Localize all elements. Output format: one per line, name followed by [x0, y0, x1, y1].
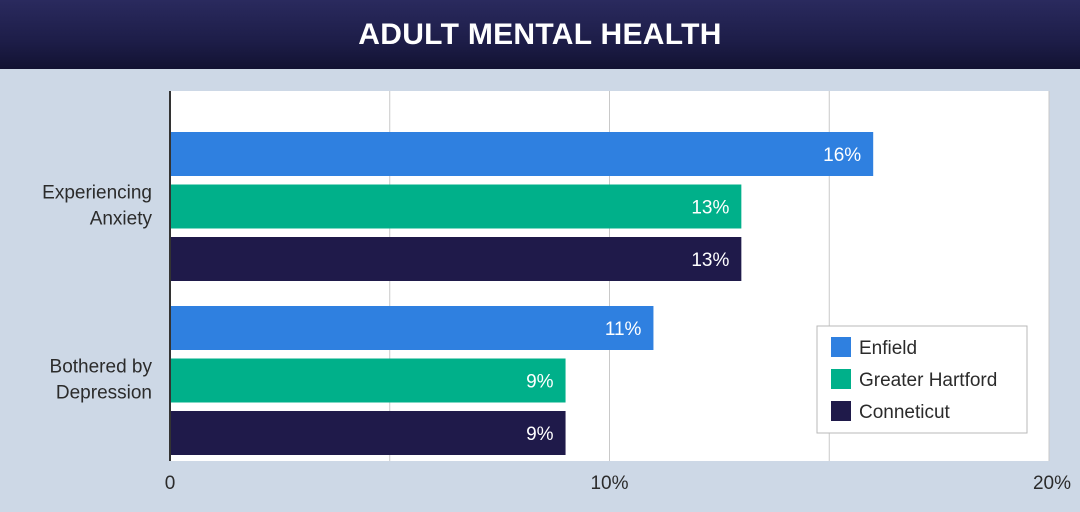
bar — [171, 411, 566, 455]
legend-swatch — [831, 401, 851, 421]
legend-swatch — [831, 369, 851, 389]
bar — [171, 306, 654, 350]
category-label: Experiencing Anxiety — [42, 183, 152, 230]
tick-label: 10% — [590, 473, 628, 494]
chart-title: ADULT MENTAL HEALTH — [358, 17, 722, 51]
x-axis-ticks: 0 10% 20% — [165, 473, 1071, 494]
data-label: 13% — [691, 198, 729, 219]
data-label: 11% — [605, 319, 642, 340]
bar — [171, 132, 874, 176]
category-labels: Experiencing Anxiety Bothered by Depression — [42, 183, 152, 404]
data-label: 16% — [823, 145, 861, 166]
data-label: 9% — [526, 372, 554, 393]
legend-swatch — [831, 337, 851, 357]
legend-label: Conneticut — [859, 402, 951, 423]
chart: 16% 13% 13% 11% 9% 9% Experiencing Anxiety Both… — [42, 91, 1071, 494]
data-label: 9% — [526, 424, 554, 445]
bar — [171, 358, 566, 403]
legend-box — [816, 325, 1028, 434]
legend-label: Greater Hartford — [859, 370, 997, 391]
title-bar: ADULT MENTAL HEALTH — [0, 0, 1080, 69]
bar — [171, 184, 742, 229]
legend: Enfield Greater Hartford Conneticut — [816, 325, 1028, 434]
bars: 16% 13% 13% 11% 9% 9% — [171, 132, 874, 455]
data-label: 13% — [691, 250, 729, 271]
tick-label: 20% — [1033, 473, 1071, 494]
legend-label: Enfield — [859, 338, 917, 359]
bar — [171, 237, 742, 281]
category-label: Bothered by Depression — [50, 357, 153, 404]
tick-label: 0 — [165, 473, 176, 494]
